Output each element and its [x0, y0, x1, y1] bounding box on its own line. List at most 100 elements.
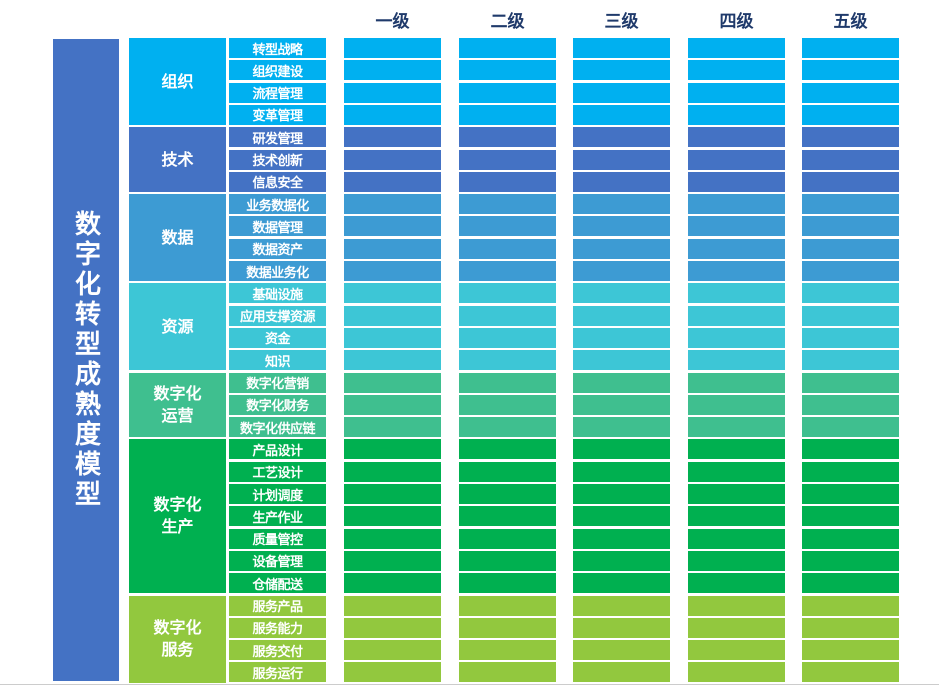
subcategory-cell: 流程管理: [229, 82, 326, 103]
level-2-cell: [459, 194, 556, 215]
level-2-cell: [459, 216, 556, 237]
subcategory-cell: 数据资产: [229, 238, 326, 259]
level-4-cell: [688, 238, 785, 259]
level-4-cell: [688, 573, 785, 594]
level-3-cell: [573, 394, 670, 415]
subcategory-cell: 应用支撑资源: [229, 305, 326, 326]
level-5-cell: [802, 261, 899, 281]
level-1-cell: [344, 617, 441, 638]
subcategory-cell: 工艺设计: [229, 461, 326, 482]
level-4-cell: [688, 104, 785, 125]
subcategory-cell: 计划调度: [229, 484, 326, 504]
level-1-cell: [344, 662, 441, 683]
level-1-cell: [344, 394, 441, 415]
level-2-cell: [459, 506, 556, 527]
level-5-cell: [802, 394, 899, 415]
level-1-cell: [344, 127, 441, 148]
level-5-cell: [802, 617, 899, 638]
level-4-cell: [688, 327, 785, 348]
level-3-cell: [573, 149, 670, 170]
category-cell: 数字化 运营: [129, 372, 226, 438]
level-3-cell: [573, 550, 670, 571]
level-2-cell: [459, 327, 556, 348]
level-2-cell: [459, 662, 556, 683]
level-5-cell: [802, 238, 899, 259]
subcategory-cell: 组织建设: [229, 60, 326, 81]
category-cell: 数字化 服务: [129, 595, 226, 683]
level-3-cell: [573, 573, 670, 594]
level-1-cell: [344, 149, 441, 170]
subcategory-cell: 信息安全: [229, 171, 326, 192]
subcategory-cell: 数字化财务: [229, 394, 326, 415]
level-5-cell: [802, 439, 899, 460]
subcategory-cell: 业务数据化: [229, 194, 326, 215]
level-4-cell: [688, 283, 785, 304]
level-2-cell: [459, 238, 556, 259]
level-5-cell: [802, 171, 899, 192]
level-1-cell: [344, 238, 441, 259]
level-3-cell: [573, 171, 670, 192]
level-5-cell: [802, 573, 899, 594]
level-1-cell: [344, 350, 441, 371]
level-2-cell: [459, 261, 556, 281]
level-4-cell: [688, 127, 785, 148]
level-5-cell: [802, 194, 899, 215]
level-5-cell: [802, 127, 899, 148]
level-2-cell: [459, 127, 556, 148]
level-3-cell: [573, 194, 670, 215]
level-5-cell: [802, 216, 899, 237]
level-5-cell: [802, 417, 899, 438]
level-5-cell: [802, 350, 899, 371]
level-2-cell: [459, 372, 556, 393]
level-header-2: 二级: [490, 12, 525, 32]
level-5-cell: [802, 38, 899, 58]
level-2-cell: [459, 617, 556, 638]
level-5-cell: [802, 484, 899, 504]
level-4-cell: [688, 640, 785, 661]
level-4-cell: [688, 528, 785, 549]
level-header-4: 四级: [719, 12, 754, 32]
subcategory-cell: 研发管理: [229, 127, 326, 148]
level-3-cell: [573, 127, 670, 148]
level-5-cell: [802, 372, 899, 393]
level-5-cell: [802, 60, 899, 81]
subcategory-cell: 服务运行: [229, 662, 326, 683]
level-5-cell: [802, 104, 899, 125]
level-5-cell: [802, 149, 899, 170]
level-1-cell: [344, 216, 441, 237]
level-3-cell: [573, 327, 670, 348]
level-3-cell: [573, 506, 670, 527]
level-5-cell: [802, 283, 899, 304]
level-3-cell: [573, 417, 670, 438]
level-3-cell: [573, 305, 670, 326]
level-2-cell: [459, 394, 556, 415]
level-3-cell: [573, 484, 670, 504]
level-4-cell: [688, 439, 785, 460]
level-1-cell: [344, 372, 441, 393]
subcategory-cell: 技术创新: [229, 149, 326, 170]
level-1-cell: [344, 60, 441, 81]
level-4-cell: [688, 484, 785, 504]
level-1-cell: [344, 283, 441, 304]
level-3-cell: [573, 528, 670, 549]
category-cell: 数据: [129, 194, 226, 282]
subcategory-cell: 知识: [229, 350, 326, 371]
level-1-cell: [344, 261, 441, 281]
level-3-cell: [573, 662, 670, 683]
level-3-cell: [573, 640, 670, 661]
level-3-cell: [573, 60, 670, 81]
level-3-cell: [573, 216, 670, 237]
category-cell: 资源: [129, 283, 226, 371]
level-1-cell: [344, 171, 441, 192]
level-4-cell: [688, 194, 785, 215]
level-1-cell: [344, 439, 441, 460]
level-1-cell: [344, 104, 441, 125]
level-2-cell: [459, 171, 556, 192]
level-4-cell: [688, 171, 785, 192]
level-header-1: 一级: [375, 12, 410, 32]
subcategory-cell: 生产作业: [229, 506, 326, 527]
level-3-cell: [573, 439, 670, 460]
level-4-cell: [688, 305, 785, 326]
subcategory-cell: 服务交付: [229, 640, 326, 661]
level-2-cell: [459, 283, 556, 304]
